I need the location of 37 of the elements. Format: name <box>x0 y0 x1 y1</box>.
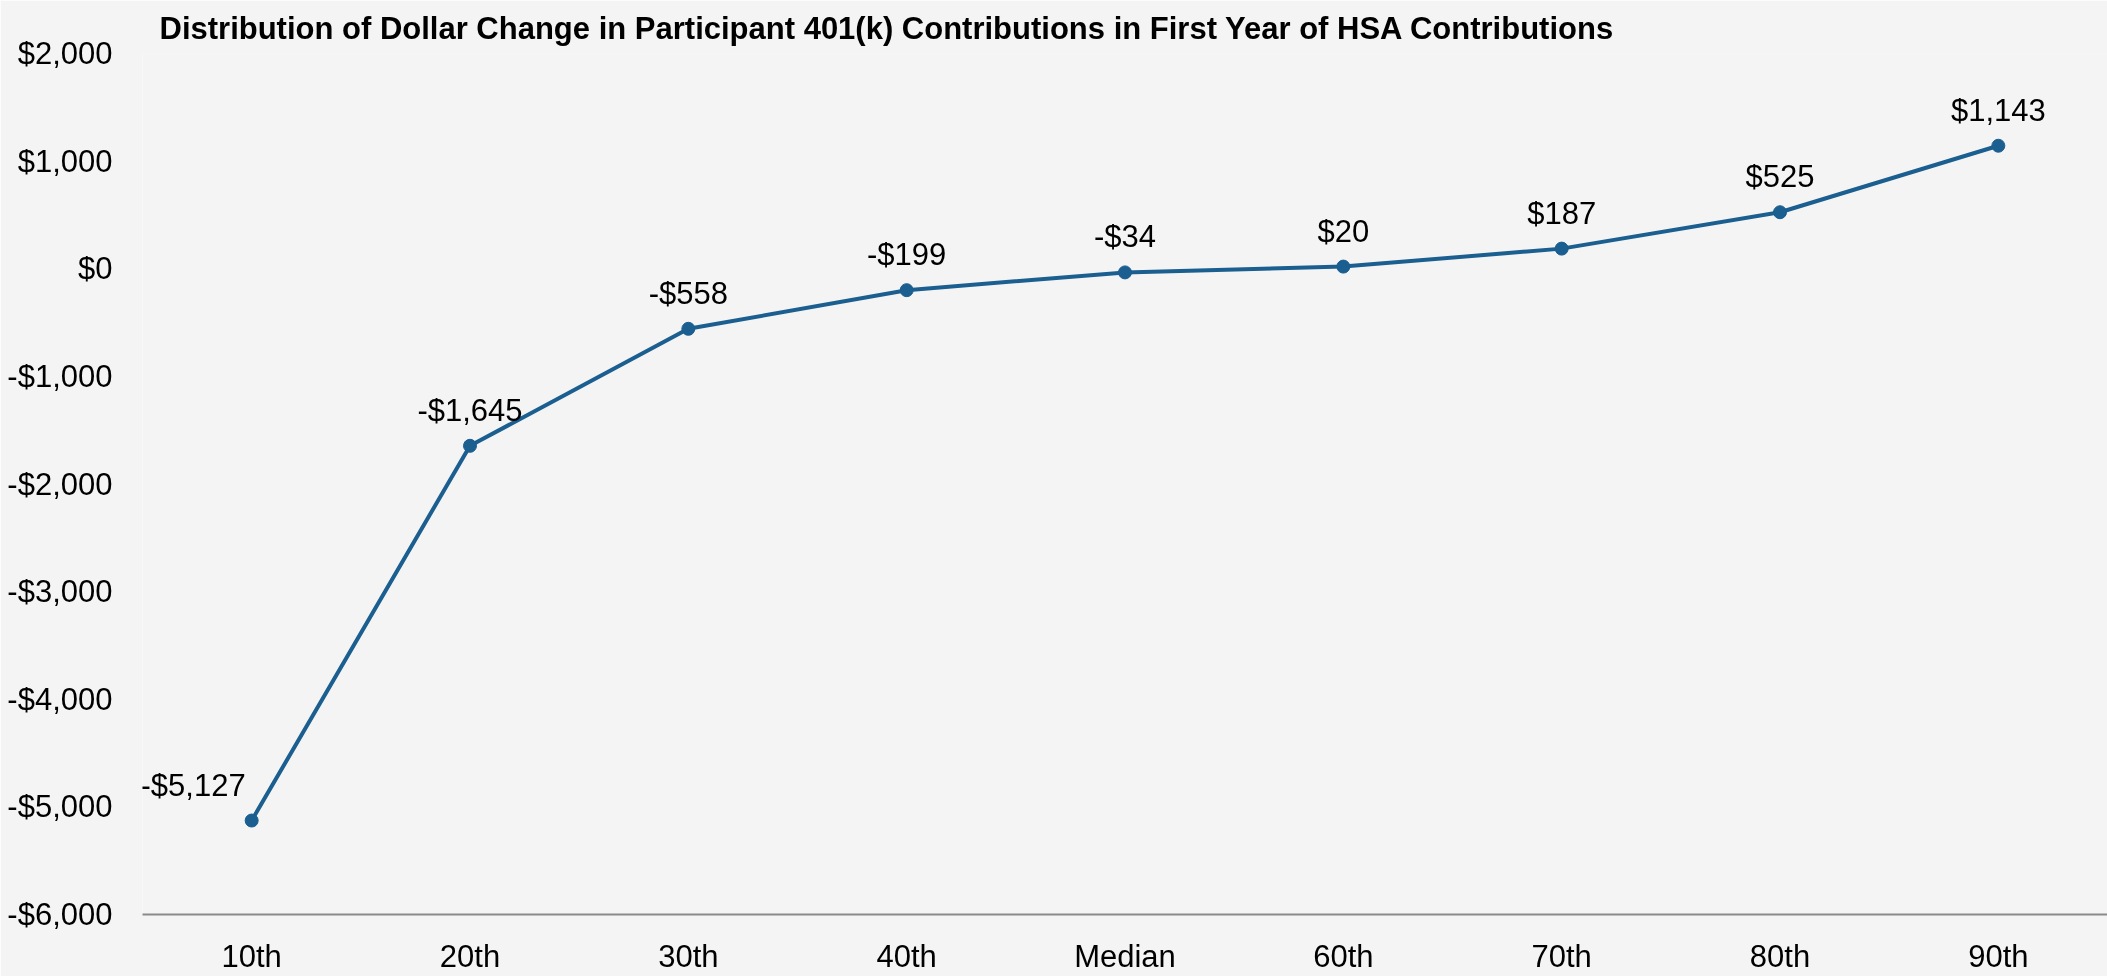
point <box>1991 138 2006 153</box>
x-tick-label: 80th <box>1749 938 1811 974</box>
data-label: -$1,645 <box>417 392 523 428</box>
y-tick-label: -$1,000 <box>7 358 113 394</box>
point <box>1554 241 1569 256</box>
point <box>463 438 477 453</box>
x-tick-label: 90th <box>1968 938 2029 974</box>
point <box>244 813 259 828</box>
point <box>1773 205 1787 220</box>
point <box>899 283 914 298</box>
x-tick-label: 60th <box>1313 938 1374 974</box>
data-label: $1,143 <box>1950 92 2046 128</box>
x-tick-label: 70th <box>1531 938 1592 974</box>
data-label: -$199 <box>867 237 947 273</box>
data-label: -$558 <box>648 275 728 311</box>
x-tick-label: 40th <box>876 938 937 974</box>
data-label: -$5,127 <box>140 767 246 803</box>
y-tick-label: $2,000 <box>17 36 113 71</box>
data-label: -$34 <box>1093 219 1157 255</box>
data-label: $525 <box>1745 159 1815 195</box>
y-tick-label: $0 <box>78 251 113 287</box>
y-tick-label: -$5,000 <box>7 789 113 825</box>
x-tick-label: Median <box>1074 938 1176 974</box>
y-tick-label: -$2,000 <box>7 466 113 502</box>
x-tick-label: 30th <box>658 938 719 974</box>
x-tick-label: 20th <box>439 938 501 974</box>
chart-title: Distribution of Dollar Change in Participant 401(k) Contributions in First Year of HSA Contributions <box>159 10 1614 46</box>
x-tick-label: 10th <box>221 938 282 974</box>
data-label: $20 <box>1317 213 1370 249</box>
point <box>681 321 696 336</box>
point <box>1118 265 1132 280</box>
y-tick-label: $1,000 <box>17 143 113 179</box>
y-tick-label: -$6,000 <box>7 897 113 932</box>
point <box>1336 259 1351 274</box>
data-label: $187 <box>1527 195 1597 231</box>
y-tick-label: -$3,000 <box>7 574 113 610</box>
y-tick-label: -$4,000 <box>7 681 113 717</box>
